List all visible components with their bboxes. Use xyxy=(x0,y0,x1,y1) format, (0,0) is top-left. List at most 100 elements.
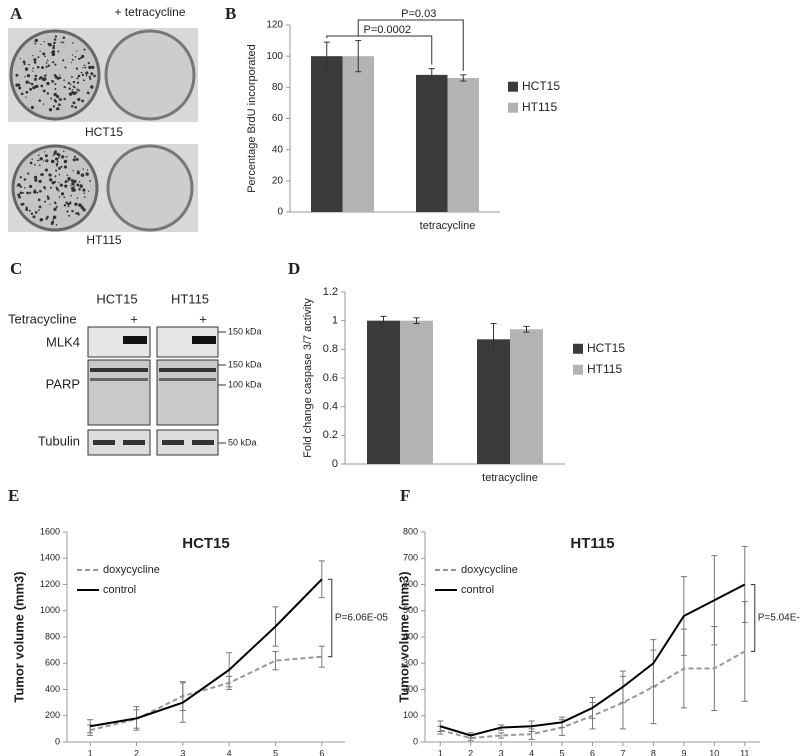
colony xyxy=(26,191,30,195)
y-tick-label: 300 xyxy=(403,658,418,668)
error-bar xyxy=(323,41,330,71)
y-tick-label: 200 xyxy=(45,710,60,720)
y-tick-label: 0 xyxy=(332,458,338,470)
colony xyxy=(74,202,78,206)
colony xyxy=(76,197,79,200)
colony xyxy=(25,208,29,211)
colony xyxy=(73,179,77,184)
y-tick-label: 400 xyxy=(403,631,418,641)
colony xyxy=(34,74,38,78)
colony xyxy=(85,172,89,176)
colony xyxy=(70,104,74,108)
band xyxy=(123,440,145,445)
colony xyxy=(87,92,90,95)
colony xyxy=(50,222,54,225)
colony xyxy=(78,57,81,60)
colony xyxy=(80,184,82,186)
colony xyxy=(18,86,22,90)
colony xyxy=(57,50,60,53)
colony xyxy=(48,173,52,177)
colony xyxy=(55,224,58,226)
marker-label: 50 kDa xyxy=(228,437,257,447)
colony xyxy=(66,174,69,177)
colony xyxy=(20,92,24,96)
colony xyxy=(86,72,89,74)
colony xyxy=(38,179,42,184)
marker-label: 150 kDa xyxy=(228,326,262,336)
y-axis-label: Percentage BrdU incorporated xyxy=(246,44,258,193)
y-tick-label: 1 xyxy=(332,315,338,327)
colony xyxy=(30,212,34,215)
y-tick-label: 120 xyxy=(266,20,283,31)
colony xyxy=(44,200,47,203)
y-tick-label: 700 xyxy=(403,553,418,563)
colony xyxy=(72,85,75,88)
colony xyxy=(41,66,44,70)
legend-label: doxycycline xyxy=(103,564,160,576)
error-bar xyxy=(272,650,279,671)
band-label: MLK4 xyxy=(46,334,80,349)
colony xyxy=(60,41,63,44)
colony xyxy=(27,172,30,175)
colony xyxy=(52,215,57,220)
plate xyxy=(104,29,196,121)
colony xyxy=(38,77,41,80)
colony xyxy=(67,82,71,85)
y-tick-label: 1400 xyxy=(40,553,60,563)
bar xyxy=(416,74,448,212)
colony xyxy=(78,203,82,207)
colony xyxy=(87,61,90,65)
colony xyxy=(20,203,24,206)
colony xyxy=(32,70,34,72)
bar xyxy=(367,320,400,464)
colony xyxy=(38,164,41,167)
colony xyxy=(29,191,32,194)
colony xyxy=(83,48,86,51)
plate xyxy=(11,144,99,232)
colony xyxy=(44,154,48,158)
colony xyxy=(33,77,37,81)
colony xyxy=(83,192,85,194)
colony xyxy=(38,205,42,209)
legend-swatch xyxy=(508,102,518,113)
colony xyxy=(52,46,55,50)
colony xyxy=(71,209,74,213)
colony xyxy=(28,63,30,66)
colony xyxy=(46,195,49,198)
colony xyxy=(24,186,26,189)
colony xyxy=(33,175,38,179)
colony xyxy=(58,167,61,170)
colony xyxy=(91,65,95,70)
marker-label: 100 kDa xyxy=(228,379,262,389)
legend-label: HT115 xyxy=(587,362,622,376)
colony xyxy=(82,188,86,192)
colony xyxy=(63,204,67,207)
legend-label: doxycycline xyxy=(461,564,518,576)
colony xyxy=(63,196,66,198)
y-tick-label: 0 xyxy=(277,207,283,218)
row-label: HT115 xyxy=(86,233,121,247)
colony xyxy=(77,97,81,102)
y-tick-label: 1600 xyxy=(40,526,60,536)
colony xyxy=(72,42,74,44)
colony xyxy=(67,205,70,208)
band-label: PARP xyxy=(46,376,80,391)
colony xyxy=(76,88,79,91)
y-tick-label: 500 xyxy=(403,605,418,615)
band xyxy=(159,368,216,372)
colony xyxy=(61,155,65,159)
colony xyxy=(63,159,68,164)
error-bar xyxy=(318,645,325,668)
error-bar xyxy=(460,74,467,82)
x-tick-label: tetracycline xyxy=(482,472,538,484)
colony xyxy=(72,188,76,192)
colony xyxy=(85,75,88,77)
colony xyxy=(25,80,29,84)
bar xyxy=(342,56,374,212)
colony xyxy=(28,82,31,84)
row-label: HCT15 xyxy=(85,125,123,139)
colony xyxy=(75,91,78,94)
treated-mark: + xyxy=(130,311,138,326)
colony xyxy=(24,67,29,71)
